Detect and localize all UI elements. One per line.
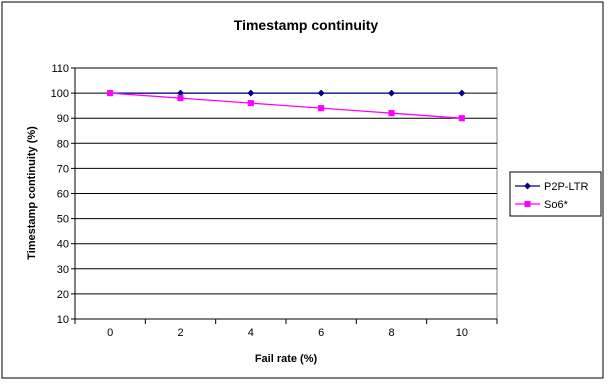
series-line-so6- xyxy=(110,92,462,119)
x-axis-title: Fail rate (%) xyxy=(255,353,318,365)
y-axis-title: Timestamp continuity (%) xyxy=(26,126,38,260)
legend-marker xyxy=(523,182,532,190)
legend-box xyxy=(509,171,602,217)
axes: 10 20 30 40 50 60 70 80 90 100 110 0 2 4 6 8 10 xyxy=(51,63,498,339)
y-tick-label: 100 xyxy=(51,88,69,100)
data-point xyxy=(177,95,184,102)
legend-marker xyxy=(524,200,531,208)
data-point xyxy=(387,89,396,97)
x-tick-label: 4 xyxy=(248,327,254,339)
y-tick-label: 20 xyxy=(57,289,69,301)
y-tick-label: 50 xyxy=(57,214,69,226)
legend-label: So6* xyxy=(544,199,569,211)
x-tick-label: 2 xyxy=(177,327,183,339)
data-point xyxy=(107,90,114,97)
y-tick-label: 110 xyxy=(51,63,69,75)
chart-title: Timestamp continuity xyxy=(234,17,379,33)
legend: P2P-LTR So6* xyxy=(509,171,602,217)
data-point xyxy=(318,105,325,112)
data-point xyxy=(388,110,395,117)
data-point xyxy=(458,115,465,122)
data-point xyxy=(458,89,466,97)
y-tick-label: 30 xyxy=(57,264,69,276)
x-tick-label: 6 xyxy=(318,327,324,339)
legend-label: P2P-LTR xyxy=(544,181,588,193)
y-tick-label: 40 xyxy=(57,239,69,251)
data-point xyxy=(317,89,325,97)
data-point xyxy=(247,100,254,107)
y-tick-label: 60 xyxy=(57,189,69,201)
x-tick-label: 0 xyxy=(107,327,113,339)
y-tick-label: 90 xyxy=(57,113,69,125)
x-tick-label: 10 xyxy=(456,327,468,339)
y-tick-label: 10 xyxy=(57,314,69,326)
y-tick-label: 80 xyxy=(57,138,69,150)
series-lines xyxy=(106,89,466,122)
x-tick-label: 8 xyxy=(388,327,394,339)
data-point xyxy=(247,89,255,97)
y-tick-label: 70 xyxy=(57,163,69,175)
